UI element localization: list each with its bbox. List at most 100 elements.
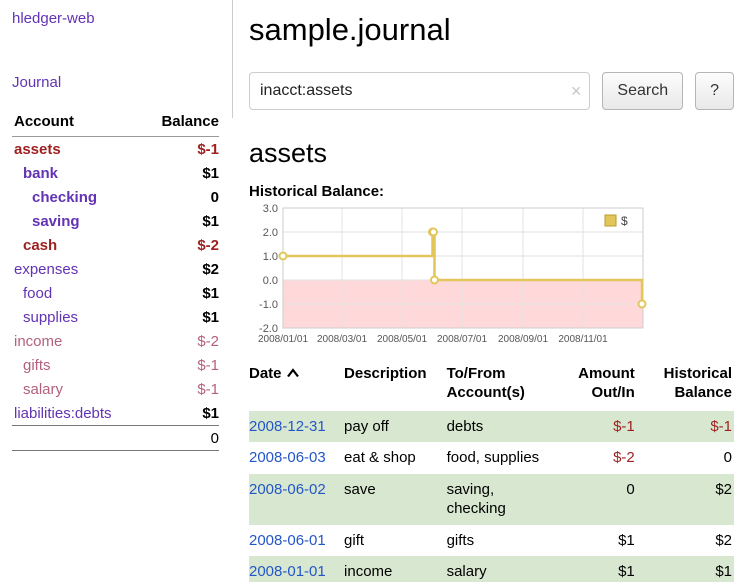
sidebar-account-link[interactable]: gifts [23,357,51,374]
register-row: 2008-01-01 income salary $1 $1 [249,556,734,582]
transaction-accounts: salary [446,563,487,580]
sidebar-account-link[interactable]: salary [23,381,64,398]
sidebar-account-balance: $1 [202,213,219,230]
sidebar-account-link[interactable]: income [14,333,63,350]
register-header-date-label: Date [249,365,282,382]
account-row: saving $1 [12,209,219,233]
app-home-link[interactable]: hledger-web [12,10,95,27]
transaction-date-link[interactable]: 2008-06-03 [249,449,326,466]
sidebar-account-balance: $1 [202,309,219,326]
account-row: salary $-1 [12,377,219,401]
register-header-date[interactable]: Date [249,361,344,411]
main-content: sample.journal × Search ? assets Histori… [233,0,742,582]
page-title: sample.journal [249,12,451,47]
transaction-accounts: debts [446,417,484,435]
sidebar-account-link[interactable]: liabilities:debts [14,405,112,422]
sort-ascending-icon [286,368,299,378]
sidebar-account-balance: $1 [202,165,219,182]
sidebar-account-link[interactable]: bank [23,165,59,182]
svg-text:2008/01/01: 2008/01/01 [258,334,308,345]
transaction-description: eat & shop [344,449,416,466]
search-input[interactable] [249,72,591,110]
svg-text:-1.0: -1.0 [259,299,278,311]
account-name-cell: food [12,281,142,305]
journal-nav-link[interactable]: Journal [12,74,62,91]
sidebar-account-balance: $1 [202,285,219,302]
sidebar-account-link[interactable]: expenses [14,261,79,278]
balance-chart: 3.0 2.0 1.0 0.0 -1.0 -2.0 2008/01/01 2008/03/01… [249,202,734,353]
accounts-total-row: 0 [12,425,219,451]
svg-text:2008/09/01: 2008/09/01 [498,334,548,345]
clear-search-icon[interactable]: × [570,81,582,101]
svg-text:3.0: 3.0 [263,203,278,215]
sidebar-account-link[interactable]: food [23,285,53,302]
sidebar-account-link[interactable]: cash [23,237,58,254]
transaction-description: income [344,563,393,580]
sidebar-account-link[interactable]: saving [32,213,80,230]
svg-text:2.0: 2.0 [263,227,278,239]
sidebar-account-balance: $1 [202,405,219,422]
transaction-date-link[interactable]: 2008-06-02 [249,480,326,498]
transaction-description: pay off [344,417,389,435]
transaction-date-cell: 2008-06-02 [249,474,344,525]
account-name-cell: bank [12,161,142,185]
search-box: × [249,72,591,110]
transaction-amount: $-2 [613,449,635,466]
register-table: Date Description To/From Account(s) Amou… [249,361,734,582]
sidebar-account-balance: $-1 [197,141,219,158]
transaction-description: gift [344,531,365,549]
transaction-date-cell: 2008-06-01 [249,525,344,557]
account-name-cell: income [12,329,142,353]
register-row: 2008-06-01 gift gifts $1 $2 [249,525,734,557]
account-row: liabilities:debts $1 [12,401,219,426]
transaction-date-link[interactable]: 2008-01-01 [249,563,326,580]
account-row: supplies $1 [12,305,219,329]
transaction-amount: $1 [618,531,635,549]
help-button[interactable]: ? [695,72,734,110]
account-name-cell: salary [12,377,142,401]
sidebar-account-balance: $-2 [197,333,219,350]
svg-text:2008/05/01: 2008/05/01 [377,334,427,345]
account-row: bank $1 [12,161,219,185]
sidebar: hledger-web Journal Account Balance asse… [0,0,233,582]
account-name-cell: expenses [12,257,142,281]
accounts-total-spacer [12,425,142,451]
account-heading: assets [249,138,328,168]
account-row: expenses $2 [12,257,219,281]
accounts-tbody: assets $-1 bank $1 checking 0 saving $1 cash $-2 e… [12,137,219,426]
sidebar-account-balance: $-1 [197,381,219,398]
transaction-balance: $-1 [710,417,732,435]
transaction-amount: $1 [618,563,635,580]
svg-text:2008/11/01: 2008/11/01 [558,334,608,345]
sidebar-account-balance: $-2 [197,237,219,254]
transaction-description: save [344,480,376,498]
sidebar-account-link[interactable]: checking [32,189,98,206]
svg-text:1.0: 1.0 [263,251,278,263]
svg-text:-2.0: -2.0 [259,323,278,335]
transaction-accounts: saving, checking [446,480,506,518]
accounts-total-balance: 0 [141,425,219,451]
account-row: income $-2 [12,329,219,353]
account-row: checking 0 [12,185,219,209]
register-header-balance: Historical Balance [663,365,732,401]
account-row: assets $-1 [12,137,219,162]
transaction-date-link[interactable]: 2008-12-31 [249,417,326,435]
transaction-balance: $1 [715,563,732,580]
account-row: cash $-2 [12,233,219,257]
transaction-date-cell: 2008-06-03 [249,442,344,474]
chart-title: Historical Balance: [249,183,385,200]
sidebar-account-link[interactable]: supplies [23,309,79,326]
svg-text:0.0: 0.0 [263,275,278,287]
transaction-date-cell: 2008-12-31 [249,411,344,443]
sidebar-account-balance: 0 [210,189,219,206]
account-name-cell: cash [12,233,142,257]
sidebar-account-link[interactable]: assets [14,141,61,158]
transaction-accounts: food, supplies [446,449,540,466]
search-button[interactable]: Search [602,72,684,110]
accounts-header-account: Account [12,113,142,137]
transaction-date-link[interactable]: 2008-06-01 [249,531,326,549]
transaction-date-cell: 2008-01-01 [249,556,344,582]
account-name-cell: gifts [12,353,142,377]
